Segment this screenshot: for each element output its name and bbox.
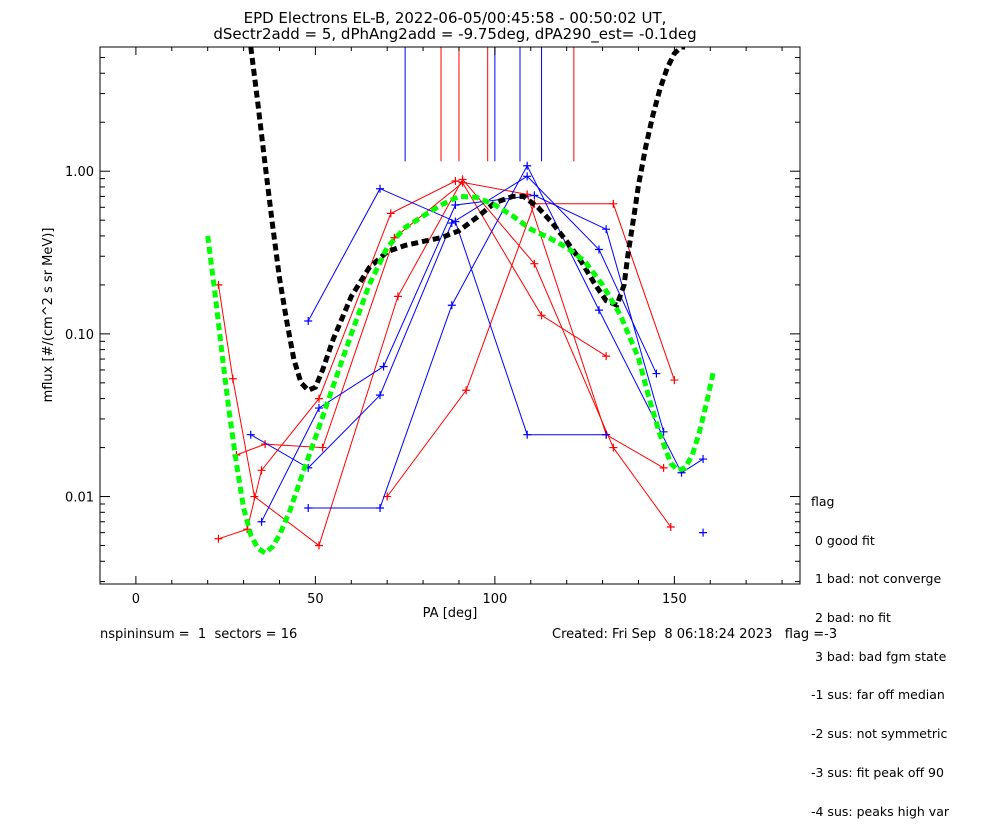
series-line bbox=[236, 181, 607, 456]
data-point bbox=[699, 455, 708, 464]
data-point bbox=[447, 301, 456, 310]
data-point bbox=[523, 161, 532, 170]
ticks-layer: 0 50 100 150 0.01 0.10 1.00 bbox=[65, 47, 800, 607]
data-point bbox=[602, 352, 611, 361]
data-point bbox=[537, 311, 546, 320]
data-point bbox=[659, 463, 668, 472]
data-point bbox=[609, 443, 618, 452]
data-point bbox=[243, 525, 252, 534]
flag-legend-heading: flag bbox=[811, 493, 835, 509]
data-point bbox=[304, 504, 313, 513]
flag-legend-item: 2 bad: no fit bbox=[811, 609, 891, 625]
data-point bbox=[257, 466, 266, 475]
flag-legend: flag 0 good fit 1 bad: not converge 2 ba… bbox=[811, 470, 949, 831]
data-point bbox=[462, 386, 471, 395]
y-tick-label: 0.01 bbox=[65, 491, 94, 506]
vertical-lines-layer bbox=[404, 47, 575, 162]
data-point bbox=[594, 306, 603, 315]
x-tick-label: 100 bbox=[482, 592, 507, 607]
flag-legend-item: 0 good fit bbox=[811, 532, 875, 548]
x-axis-label: PA [deg] bbox=[423, 606, 478, 621]
data-point bbox=[530, 191, 539, 200]
flag-legend-item: -3 sus: fit peak off 90 bbox=[811, 764, 944, 780]
data-point bbox=[451, 200, 460, 209]
x-tick-label: 150 bbox=[662, 592, 687, 607]
data-point bbox=[376, 391, 384, 400]
flag-legend-item: -2 sus: not symmetric bbox=[811, 726, 948, 742]
flag-legend-item: 1 bad: not converge bbox=[811, 571, 942, 587]
data-point bbox=[393, 292, 402, 301]
data-point bbox=[523, 172, 532, 181]
data-point bbox=[451, 217, 460, 226]
y-axis-label: mflux [#/(cm^2 s sr MeV)] bbox=[41, 228, 56, 403]
footer-right: Created: Fri Sep 8 06:18:24 2023 flag =-… bbox=[552, 627, 838, 642]
flag-legend-item: 3 bad: bad fgm state bbox=[811, 648, 947, 664]
data-point bbox=[214, 534, 223, 543]
series-layer bbox=[205, 47, 717, 557]
data-point bbox=[530, 259, 539, 268]
data-point bbox=[376, 184, 384, 193]
series-line bbox=[218, 180, 664, 540]
data-point bbox=[602, 225, 611, 234]
data-point bbox=[314, 394, 323, 403]
x-tick-label: 0 bbox=[132, 592, 140, 607]
pitch-angle-chart: EPD Electrons EL-B, 2022-06-05/00:45:58 … bbox=[41, 9, 801, 621]
data-point bbox=[594, 245, 603, 254]
data-point bbox=[246, 430, 255, 439]
plot-frame bbox=[99, 46, 801, 585]
data-point bbox=[257, 517, 266, 526]
data-point bbox=[379, 362, 388, 371]
data-point bbox=[458, 178, 467, 187]
footer-left: nspininsum = 1 sectors = 16 bbox=[100, 627, 298, 642]
fit-curve-black bbox=[248, 47, 686, 394]
x-tick-label: 50 bbox=[307, 592, 324, 607]
chart-subtitle: dSectr2add = 5, dPhAng2add = -9.75deg, d… bbox=[213, 25, 696, 44]
data-point bbox=[602, 430, 611, 439]
data-point bbox=[386, 209, 395, 218]
y-tick-label: 0.10 bbox=[65, 328, 94, 343]
series-line bbox=[250, 175, 657, 469]
data-point bbox=[699, 528, 708, 537]
fit-curve-green bbox=[205, 193, 717, 557]
y-tick-label: 1.00 bbox=[65, 165, 94, 180]
data-point bbox=[609, 199, 618, 208]
chart-title: EPD Electrons EL-B, 2022-06-05/00:45:58 … bbox=[244, 9, 667, 27]
data-point bbox=[666, 522, 675, 531]
data-point bbox=[451, 177, 460, 186]
data-point bbox=[318, 443, 327, 452]
data-point bbox=[314, 404, 323, 413]
data-point bbox=[228, 374, 237, 383]
data-point bbox=[523, 430, 532, 439]
flag-legend-item: -1 sus: far off median bbox=[811, 687, 945, 703]
data-point bbox=[447, 219, 456, 228]
data-point bbox=[376, 504, 384, 513]
data-point bbox=[314, 541, 323, 550]
flag-legend-item: -4 sus: peaks high var bbox=[811, 803, 950, 819]
data-point bbox=[250, 492, 259, 501]
data-point bbox=[670, 376, 679, 385]
data-point bbox=[652, 369, 661, 378]
data-point bbox=[304, 316, 313, 325]
